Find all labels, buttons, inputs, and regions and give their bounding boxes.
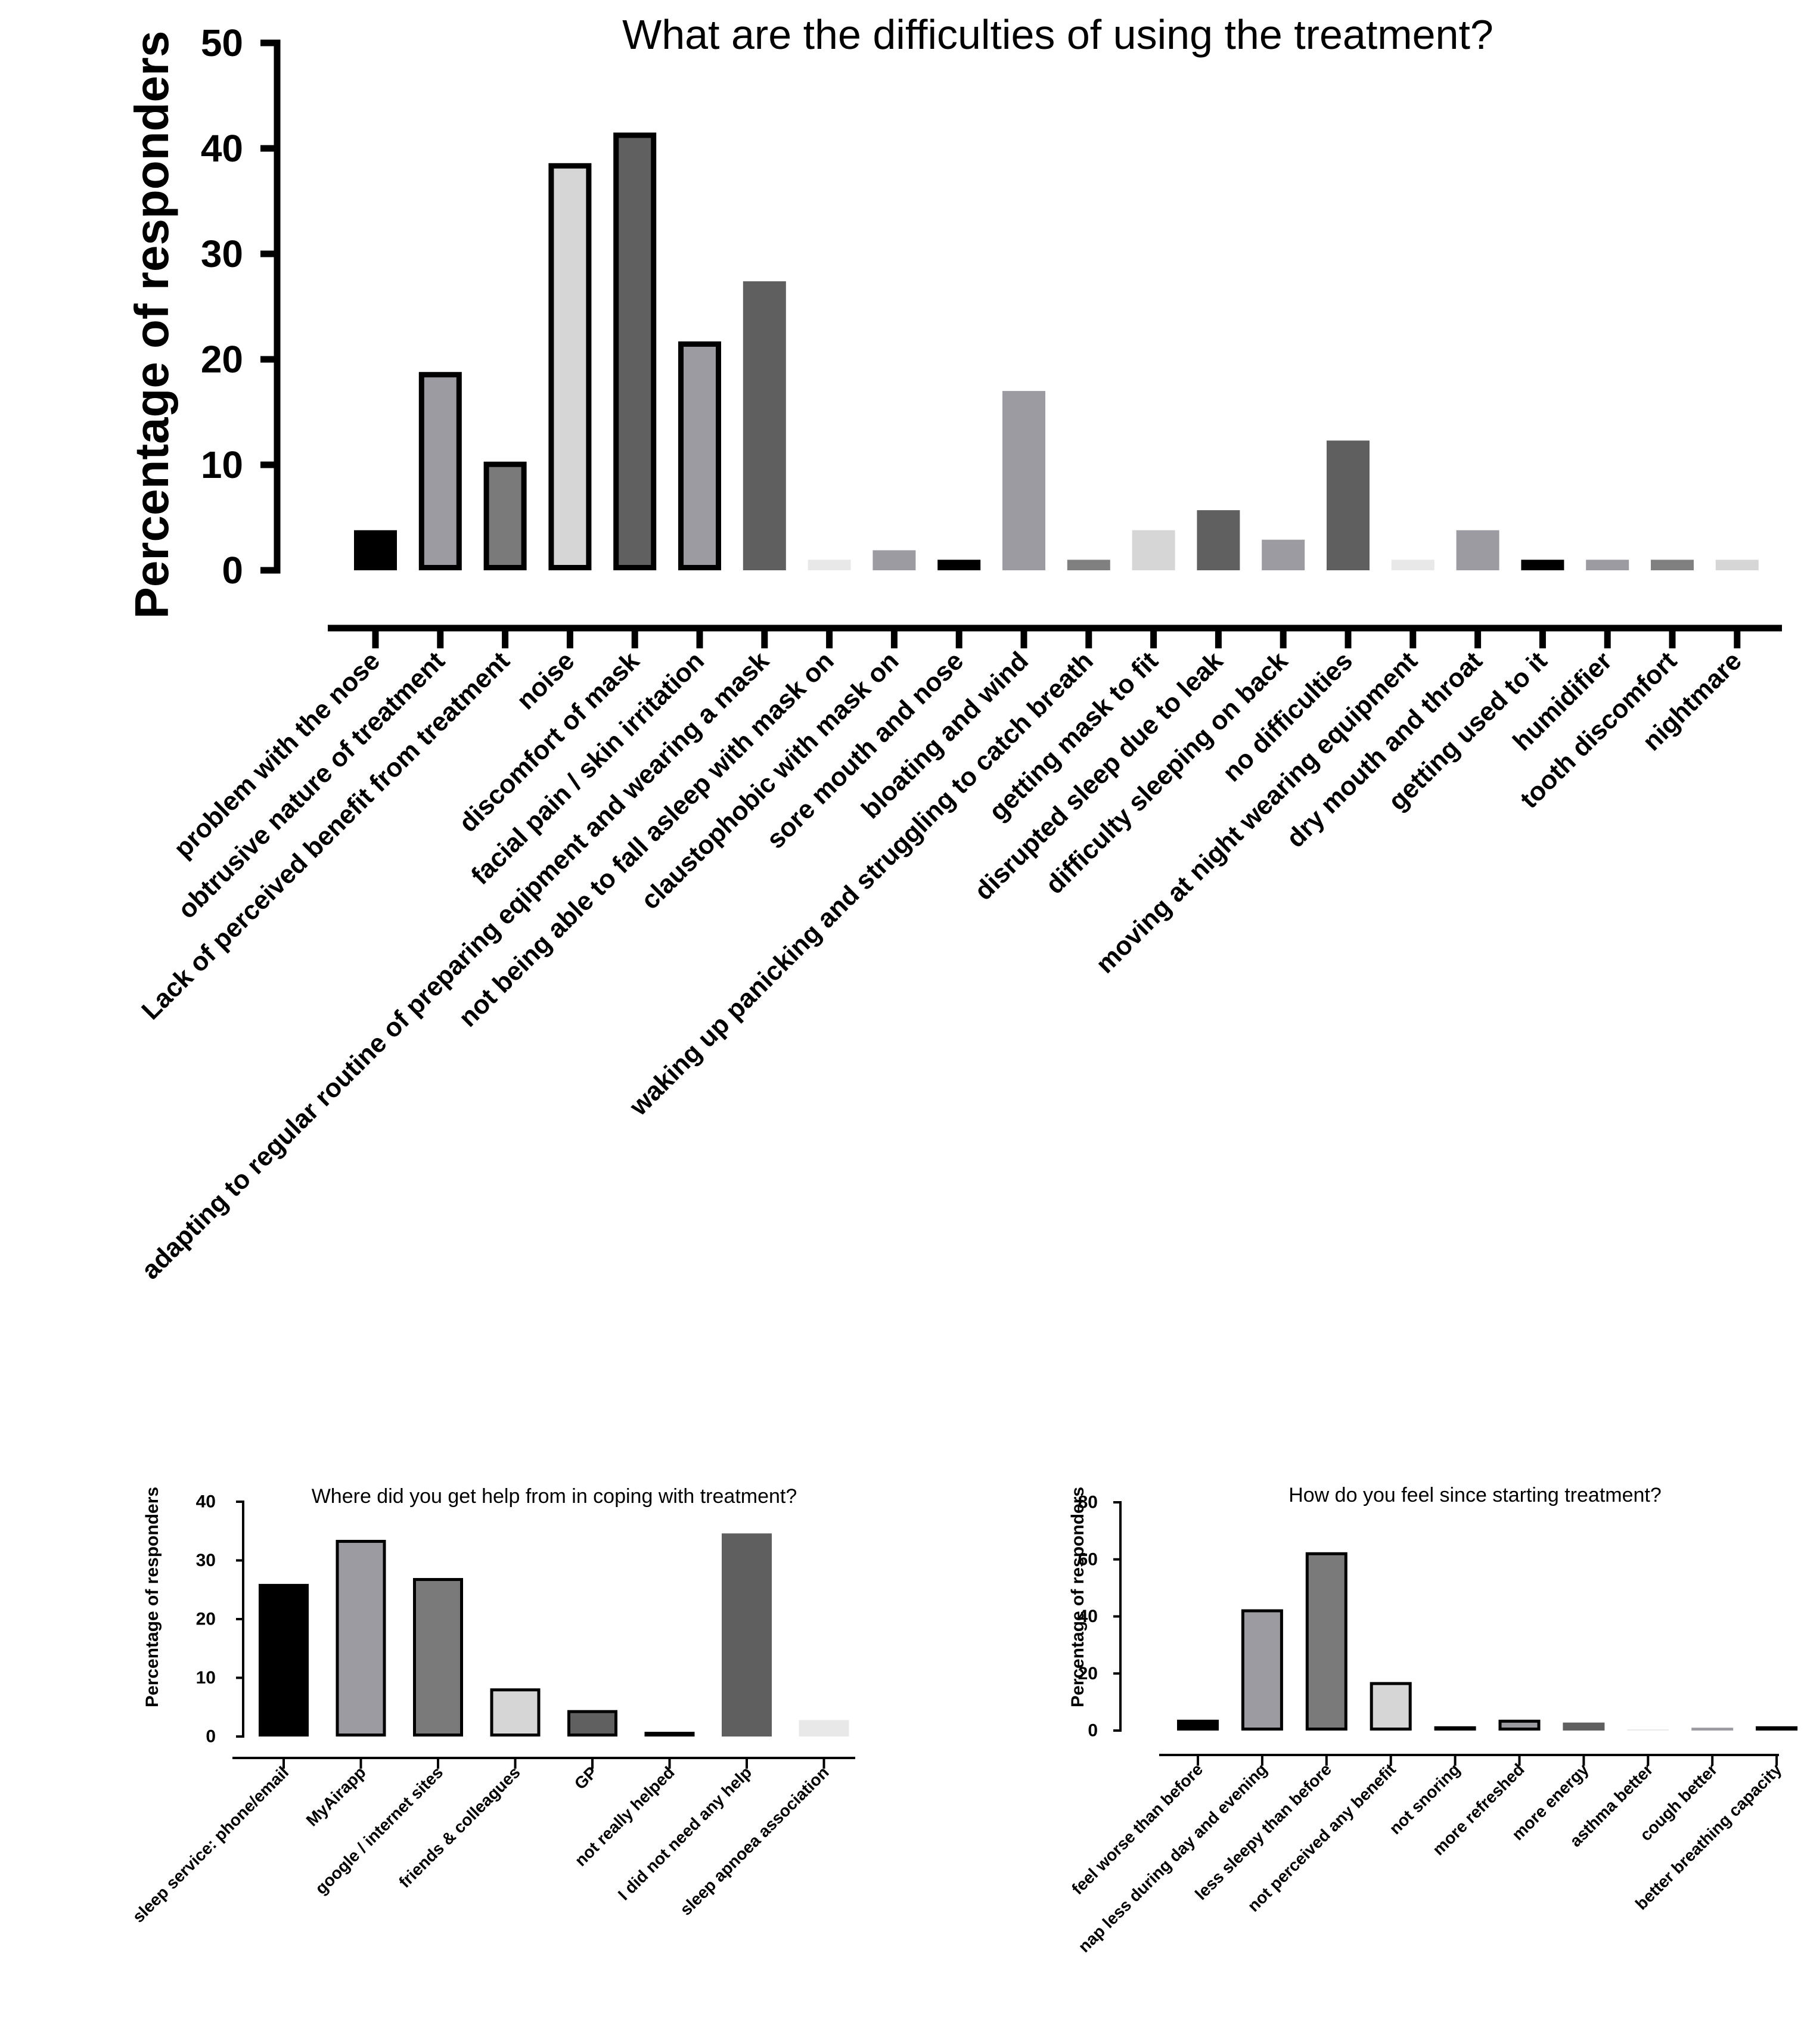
bar [808,560,851,570]
bar [567,1710,617,1737]
y-tick-label: 0 [222,549,243,592]
bar [1241,1609,1283,1731]
bar [937,560,981,570]
y-tick-label: 10 [201,443,243,486]
bar [418,372,462,570]
bar [1691,1728,1734,1731]
bar [1434,1726,1476,1731]
bar [1456,530,1499,570]
y-tick-label: 40 [201,127,243,170]
y-tick-label: 0 [206,1727,216,1747]
bar [1370,1682,1412,1731]
bar [1563,1722,1605,1731]
bar [490,1688,541,1737]
y-tick-label: 50 [201,21,243,64]
bar [1177,1719,1219,1731]
chart-title: What are the difficulties of using the t… [622,11,1493,58]
y-tick-label: 10 [196,1668,216,1688]
bar [483,461,527,570]
bar [354,530,397,570]
chart-title: Where did you get help from in coping wi… [312,1485,797,1508]
y-tick-label: 20 [201,338,243,381]
bar [548,163,592,570]
bar [1756,1726,1798,1731]
bar [336,1540,386,1737]
bar [1586,560,1629,570]
bar [799,1720,849,1737]
y-axis-label: Percentage of responders [1068,1487,1088,1707]
bar [613,132,657,570]
y-tick-label: 30 [201,232,243,275]
y-axis-label: Percentage of responders [142,1487,162,1707]
y-tick-label: 20 [1078,1664,1098,1683]
bar [1197,510,1240,570]
bar [644,1732,695,1737]
y-tick-label: 40 [1078,1607,1098,1626]
bar [1305,1552,1347,1731]
chart-title: How do you feel since starting treatment… [1288,1484,1662,1506]
bar [413,1578,463,1737]
bar [1391,560,1434,570]
bar [1627,1729,1669,1731]
bar [1521,560,1564,570]
bar [1498,1719,1541,1731]
bar [1262,539,1305,570]
bar [1715,560,1759,570]
bar [1327,440,1370,570]
bar [743,281,786,570]
bar [678,341,721,570]
y-tick-label: 40 [196,1492,216,1512]
bar [1132,530,1175,570]
bar [1067,560,1110,570]
bar [1651,560,1694,570]
y-tick-label: 30 [196,1551,216,1570]
bar [259,1583,309,1737]
y-tick-label: 20 [196,1610,216,1629]
bar [1002,391,1045,570]
y-tick-label: 80 [1078,1493,1098,1512]
y-tick-label: 60 [1078,1549,1098,1569]
bar [722,1533,772,1737]
y-axis-label: Percentage of responders [125,31,178,619]
bar [872,550,916,570]
y-tick-label: 0 [1088,1721,1098,1741]
